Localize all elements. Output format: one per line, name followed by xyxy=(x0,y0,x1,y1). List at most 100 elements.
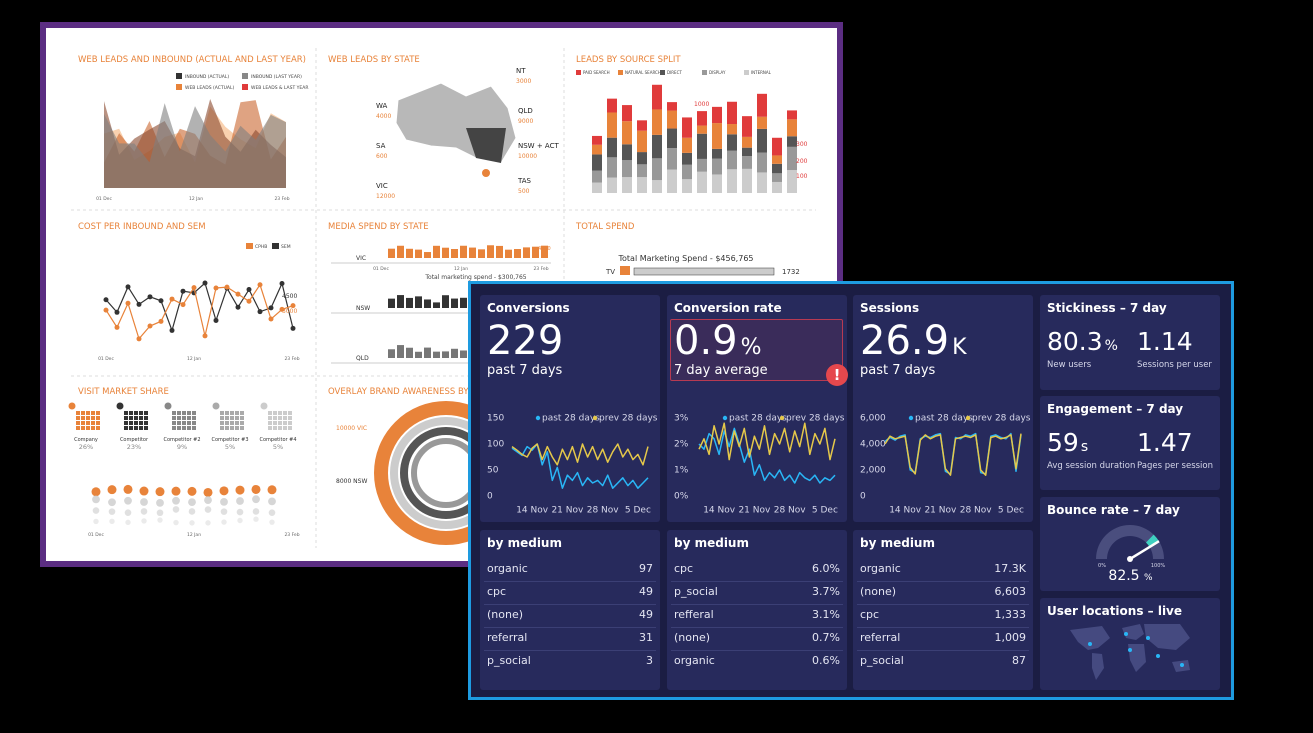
row-label: NSW xyxy=(356,305,370,312)
gauge-reading: 82.5 xyxy=(1108,568,1139,584)
bar-segment xyxy=(787,170,797,193)
row-label: p_social xyxy=(487,654,531,667)
bar-segment xyxy=(607,98,617,113)
y-tick-label: 2% xyxy=(674,440,689,450)
summary-label: New users xyxy=(1047,360,1092,370)
spend-bar xyxy=(505,249,512,258)
visit-cell xyxy=(91,411,95,415)
row-label: organic xyxy=(487,562,528,575)
visit-cell xyxy=(240,421,244,425)
row-divider xyxy=(484,604,656,605)
visit-cell xyxy=(230,411,234,415)
bar-segment xyxy=(757,152,767,173)
visit-cell xyxy=(172,411,176,415)
bar-segment xyxy=(682,137,692,153)
legend-dot xyxy=(722,415,728,421)
bar-segment xyxy=(607,112,617,138)
spend-bar xyxy=(388,349,395,358)
visit-cell xyxy=(273,421,277,425)
metric-caption: 7 day average xyxy=(674,363,768,378)
user-dot xyxy=(1146,636,1150,640)
share-dot xyxy=(155,487,165,497)
share-dot xyxy=(156,498,164,507)
map-region xyxy=(466,128,506,163)
item-share: 9% xyxy=(177,443,187,451)
visit-cell xyxy=(91,426,95,430)
spend-bar xyxy=(433,351,440,358)
row-label: (none) xyxy=(487,608,524,621)
continent xyxy=(1128,644,1146,672)
spend-bar xyxy=(424,252,431,258)
gauge-hub xyxy=(1127,556,1133,562)
bar-segment xyxy=(622,177,632,193)
legend-swatch xyxy=(618,70,623,75)
icon xyxy=(68,402,76,410)
panel-title: WEB LEADS AND INBOUND (ACTUAL AND LAST Y… xyxy=(78,55,306,65)
row-label: referral xyxy=(487,631,528,644)
visit-cell xyxy=(124,416,128,420)
alert-box xyxy=(670,319,843,381)
visit-cell xyxy=(182,421,186,425)
share-dot xyxy=(267,485,277,495)
bar-segment xyxy=(652,109,662,135)
spend-bar xyxy=(523,247,530,258)
bar-segment xyxy=(712,123,722,149)
line-chart: 0% 1% 2% 3% 14 Nov 21 Nov 28 Nov 5 Dec past 28 d… xyxy=(674,414,845,516)
card-title: Stickiness – 7 day xyxy=(1047,301,1167,315)
legend-label: CPHB xyxy=(255,244,267,250)
gauge-unit: % xyxy=(1144,573,1153,583)
row-value: 0.7% xyxy=(812,631,840,644)
summary-label: Avg session duration xyxy=(1047,461,1136,471)
value: 1.47 xyxy=(1137,428,1193,457)
bar-segment xyxy=(712,174,722,193)
x-label: 01 Dec xyxy=(96,196,112,202)
bar-segment xyxy=(622,105,632,122)
share-dot xyxy=(268,497,276,506)
card-title: Engagement – 7 day xyxy=(1047,402,1184,416)
visit-cell xyxy=(81,411,85,415)
share-dot xyxy=(236,497,244,505)
visit-cell xyxy=(129,426,133,430)
card-title: by medium xyxy=(860,536,935,550)
visit-cell xyxy=(283,416,287,420)
visit-cell xyxy=(225,421,229,425)
share-dot xyxy=(188,498,196,507)
legend-label: DISPLAY xyxy=(709,70,726,75)
row-label: organic xyxy=(674,654,715,667)
max-label: 4500 xyxy=(538,246,551,252)
share-dot xyxy=(91,487,101,497)
bar-segment xyxy=(592,144,602,155)
state-figure: 500 xyxy=(518,188,530,195)
bar-segment xyxy=(592,182,602,193)
row-value: 0.6% xyxy=(812,654,840,667)
y-tick-label: 0% xyxy=(674,492,689,502)
x-label: 23 Feb xyxy=(533,266,548,272)
item-share: 5% xyxy=(273,443,283,451)
line-label: 3000 xyxy=(282,308,297,315)
row-value: 31 xyxy=(639,631,653,644)
series-line xyxy=(698,427,836,484)
panel-title: VISIT MARKET SHARE xyxy=(78,387,169,397)
visit-cell xyxy=(124,421,128,425)
share-dot xyxy=(235,485,245,495)
legend-label: past 28 days xyxy=(542,414,600,424)
state-name: SA xyxy=(376,142,386,150)
metric-value: 229 xyxy=(487,317,563,365)
bar-segment xyxy=(637,152,647,165)
spend-bar xyxy=(388,298,395,308)
visit-cell xyxy=(220,411,224,415)
visit-cell xyxy=(76,421,80,425)
unit: s xyxy=(1080,439,1089,455)
share-dot xyxy=(188,508,196,515)
spend-bar xyxy=(433,245,440,258)
spend-bar xyxy=(406,297,413,308)
donut-label: 10000 VIC xyxy=(336,425,367,432)
share-dot xyxy=(187,486,197,496)
visit-cell xyxy=(91,421,95,425)
share-dot xyxy=(221,519,227,525)
row-divider xyxy=(484,627,656,628)
bar-segment xyxy=(622,160,632,178)
bar-segment xyxy=(667,128,677,149)
